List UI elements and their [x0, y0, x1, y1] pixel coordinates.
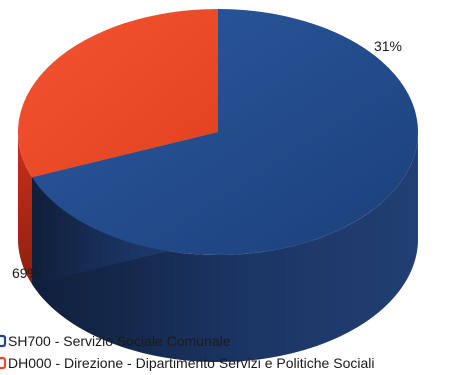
data-label-2: 31%: [374, 38, 402, 54]
pie-slice-side-2: [18, 133, 33, 285]
data-label-1: 69%: [12, 265, 40, 281]
legend-swatch-2: [0, 356, 7, 370]
legend-entry-1: SH700 - Servizio Sociale Comunale: [8, 333, 231, 349]
legend-swatch-1: [0, 334, 7, 348]
legend: SH700 - Servizio Sociale Comunale DH000 -…: [0, 333, 374, 371]
pie-slice-2: [17, 9, 219, 178]
legend-entry-2: DH000 - Direzione - Dipartimento Servizi…: [8, 355, 374, 371]
pie-slice-side-1: [32, 134, 418, 362]
pie-slice-1: [32, 9, 418, 256]
